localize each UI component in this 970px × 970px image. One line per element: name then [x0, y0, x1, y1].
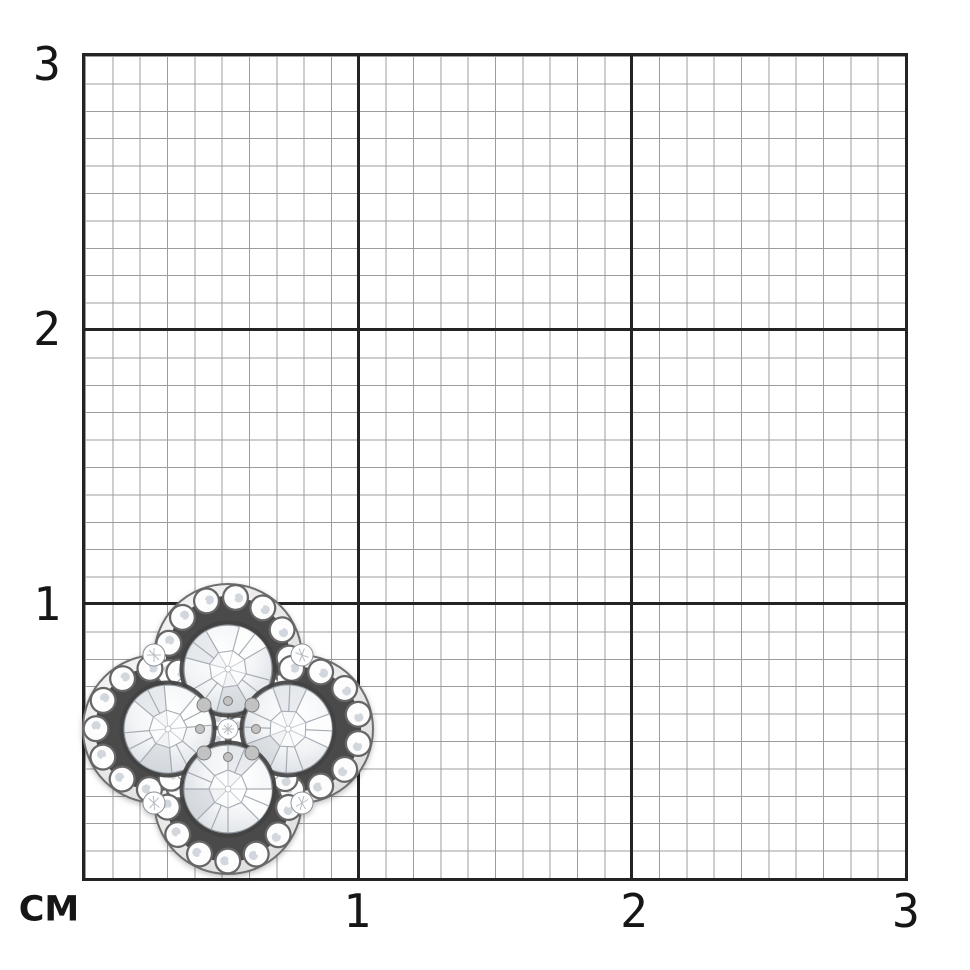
major-gridline-x2: [630, 56, 634, 878]
y-axis-tick-3: 3: [33, 37, 61, 91]
major-gridline-y1: [85, 602, 905, 606]
clover-body: [83, 583, 373, 874]
major-gridline-x1: [356, 56, 360, 878]
diamond-clover-earring-photo: [78, 583, 378, 879]
y-axis-tick-2: 2: [33, 302, 61, 356]
x-axis-tick-3: 3: [892, 884, 920, 938]
y-axis-tick-1: 1: [33, 577, 61, 631]
major-gridline-y2: [85, 328, 905, 332]
x-axis-tick-2: 2: [620, 884, 648, 938]
x-axis-tick-1: 1: [343, 884, 371, 938]
unit-label: CM: [18, 889, 80, 930]
